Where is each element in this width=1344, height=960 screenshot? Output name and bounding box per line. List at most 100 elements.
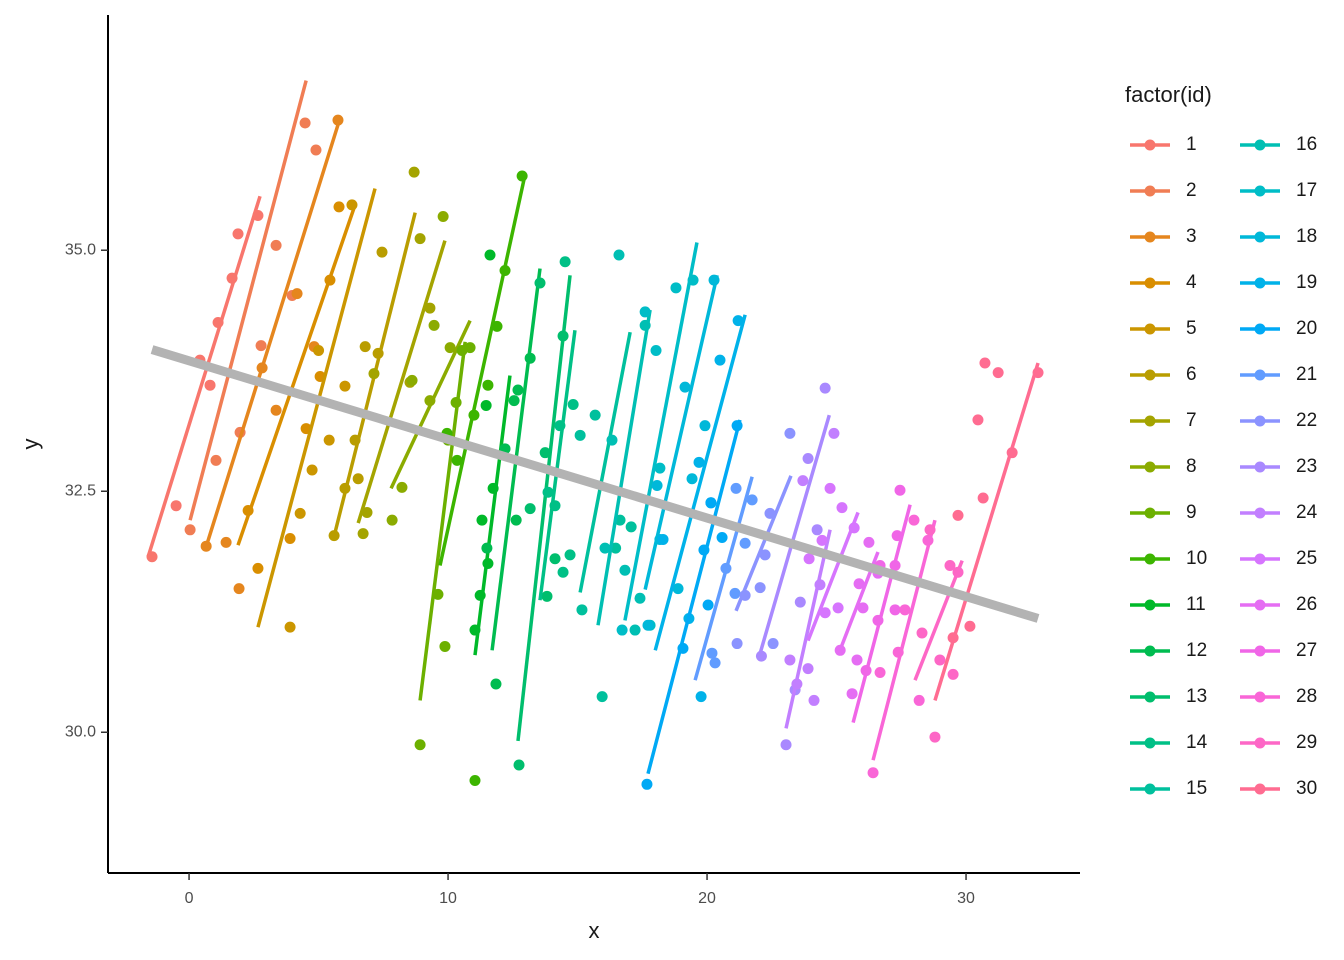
point — [256, 362, 268, 374]
legend-label: 6 — [1186, 364, 1197, 385]
legend-key-point — [1254, 783, 1266, 795]
point — [913, 694, 925, 706]
y-tick-label: 32.5 — [65, 482, 96, 499]
point — [491, 320, 503, 332]
point — [972, 414, 984, 426]
point — [255, 340, 267, 352]
legend-key-point — [1254, 369, 1266, 381]
point — [672, 583, 684, 595]
point — [482, 558, 494, 570]
legend-label: 12 — [1186, 640, 1207, 661]
legend-label: 13 — [1186, 686, 1207, 707]
legend-key-point — [1144, 507, 1156, 519]
legend-label: 27 — [1296, 640, 1317, 661]
point — [739, 589, 751, 601]
legend-key-point — [1144, 231, 1156, 243]
point — [977, 492, 989, 504]
point — [510, 514, 522, 526]
point — [679, 381, 691, 393]
point — [650, 344, 662, 356]
point — [242, 505, 254, 517]
point — [534, 277, 546, 289]
point — [464, 342, 476, 354]
legend-label: 8 — [1186, 456, 1197, 477]
point — [589, 409, 601, 421]
point — [992, 367, 1004, 379]
point — [357, 528, 369, 540]
point — [872, 614, 884, 626]
point — [499, 264, 511, 276]
point — [146, 551, 158, 563]
point — [867, 767, 879, 779]
fit-line — [933, 362, 1040, 701]
legend-label: 30 — [1296, 778, 1317, 799]
point — [944, 559, 956, 571]
point — [651, 479, 663, 491]
point — [226, 272, 238, 284]
point — [802, 452, 814, 464]
point — [619, 564, 631, 576]
point — [220, 536, 232, 548]
point — [451, 454, 463, 466]
point — [670, 282, 682, 294]
point — [730, 482, 742, 494]
fit-line — [623, 242, 699, 621]
fit-line — [871, 519, 937, 761]
fit-line — [734, 475, 793, 612]
point — [929, 731, 941, 743]
point — [791, 678, 803, 690]
point — [542, 486, 554, 498]
point — [437, 210, 449, 222]
point — [368, 368, 380, 380]
point — [755, 650, 767, 662]
point — [299, 117, 311, 129]
point — [574, 429, 586, 441]
legend-label: 5 — [1186, 318, 1197, 339]
point — [899, 604, 911, 616]
fit-line — [516, 275, 572, 742]
point — [564, 549, 576, 561]
point — [313, 344, 325, 356]
point — [686, 473, 698, 485]
point — [699, 420, 711, 432]
point — [284, 532, 296, 544]
point — [414, 739, 426, 751]
point — [764, 507, 776, 519]
legend-label: 11 — [1186, 594, 1206, 615]
point — [306, 464, 318, 476]
point — [797, 475, 809, 487]
point — [629, 624, 641, 636]
point — [808, 694, 820, 706]
fit-line — [578, 331, 632, 593]
point — [1032, 367, 1044, 379]
point — [346, 199, 358, 211]
point — [469, 774, 481, 786]
point — [361, 506, 373, 518]
point — [894, 484, 906, 496]
point — [641, 778, 653, 790]
point — [524, 503, 536, 515]
legend-label: 22 — [1296, 410, 1317, 431]
point — [693, 456, 705, 468]
fit-line — [188, 80, 308, 521]
point — [352, 473, 364, 485]
fit-line — [203, 117, 342, 551]
legend-key-point — [1144, 737, 1156, 749]
legend-label: 16 — [1296, 134, 1317, 155]
point — [705, 497, 717, 509]
point — [634, 592, 646, 604]
legend-label: 14 — [1186, 732, 1208, 753]
legend-key-point — [1144, 599, 1156, 611]
point — [616, 624, 628, 636]
point — [333, 201, 345, 213]
legend-label: 19 — [1296, 272, 1317, 293]
point — [642, 619, 654, 631]
point — [474, 589, 486, 601]
point — [557, 330, 569, 342]
point — [759, 549, 771, 561]
point — [720, 562, 732, 574]
point — [332, 114, 344, 126]
fit-line — [913, 560, 964, 681]
fit-line — [653, 314, 747, 651]
x-axis-label: x — [589, 918, 600, 943]
